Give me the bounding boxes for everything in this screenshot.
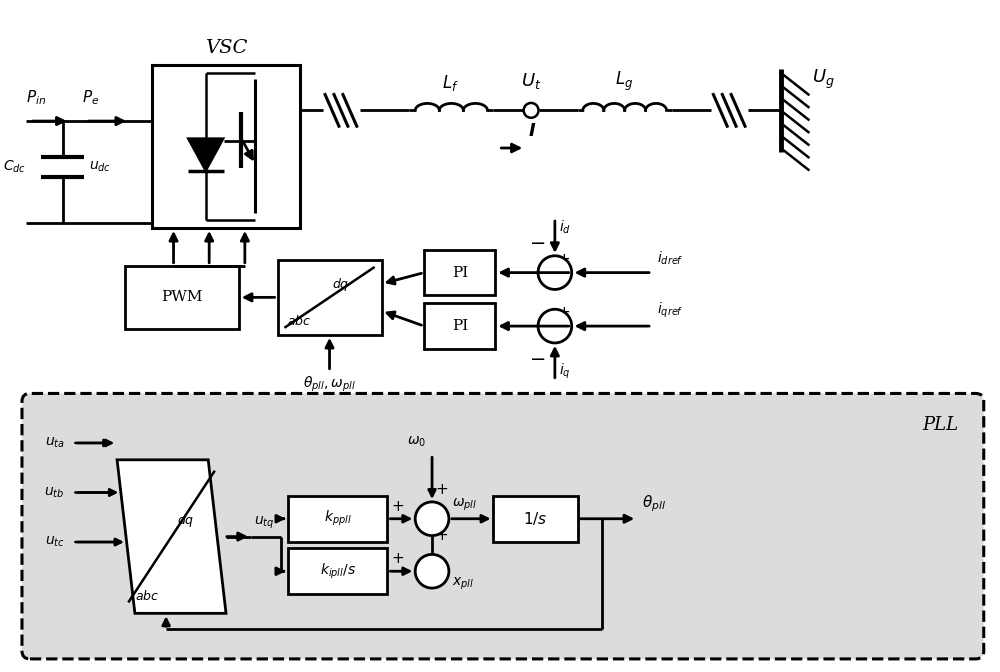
Circle shape (415, 502, 449, 536)
Bar (424, 250, 495, 296)
Text: $P_{in}$: $P_{in}$ (26, 89, 46, 108)
Text: $+$: $+$ (557, 305, 570, 320)
Text: $+$: $+$ (435, 482, 448, 497)
Text: $P_e$: $P_e$ (82, 89, 100, 108)
Text: $u_{tq}$: $u_{tq}$ (254, 514, 274, 531)
Text: $-$: $-$ (529, 348, 545, 367)
Text: $+$: $+$ (435, 528, 448, 543)
Text: $k_{ppll}$: $k_{ppll}$ (324, 509, 352, 528)
Text: $\omega_{pll}$: $\omega_{pll}$ (452, 497, 477, 513)
Text: $+$: $+$ (391, 499, 405, 514)
Text: $u_{tc}$: $u_{tc}$ (45, 535, 65, 549)
Text: $abc$: $abc$ (287, 314, 312, 328)
Bar (152, 65, 300, 228)
Text: $1/s$: $1/s$ (523, 510, 548, 528)
Text: $u_{dc}$: $u_{dc}$ (89, 160, 112, 174)
Text: $i_{dref}$: $i_{dref}$ (657, 249, 684, 267)
Text: $dq$: $dq$ (177, 512, 194, 529)
Polygon shape (188, 138, 224, 171)
Polygon shape (117, 460, 226, 614)
Text: PLL: PLL (922, 416, 958, 434)
Text: PI: PI (452, 319, 468, 333)
Text: $u_{tb}$: $u_{tb}$ (44, 485, 65, 500)
FancyBboxPatch shape (22, 393, 984, 659)
Text: $C_{dc}$: $C_{dc}$ (3, 159, 26, 175)
Text: $k_{ipll}/s$: $k_{ipll}/s$ (320, 562, 356, 581)
Circle shape (524, 103, 539, 118)
Text: $-$: $-$ (529, 232, 545, 251)
Text: PWM: PWM (161, 290, 203, 304)
Bar (125, 265, 239, 329)
Text: VSC: VSC (205, 39, 247, 56)
Text: PI: PI (452, 265, 468, 280)
Text: $abc$: $abc$ (135, 589, 159, 603)
Text: $+$: $+$ (391, 551, 405, 566)
Bar (288, 496, 387, 542)
Text: $+$: $+$ (557, 252, 570, 267)
Text: $i_{qref}$: $i_{qref}$ (657, 301, 684, 320)
Text: $dq$: $dq$ (332, 276, 349, 294)
Text: $\boldsymbol{U_g}$: $\boldsymbol{U_g}$ (812, 67, 835, 91)
Bar (493, 496, 578, 542)
Text: $i_d$: $i_d$ (559, 218, 571, 235)
Text: $\theta_{pll}$: $\theta_{pll}$ (642, 493, 666, 514)
Text: $\boldsymbol{U_t}$: $\boldsymbol{U_t}$ (521, 71, 541, 91)
Text: $i_q$: $i_q$ (559, 362, 571, 380)
Text: $u_{ta}$: $u_{ta}$ (45, 435, 65, 450)
Text: $L_f$: $L_f$ (442, 73, 459, 93)
Bar (278, 260, 382, 335)
Text: $\omega_0$: $\omega_0$ (407, 435, 426, 450)
Circle shape (538, 256, 572, 290)
Bar (424, 303, 495, 349)
Text: $\boldsymbol{I}$: $\boldsymbol{I}$ (528, 122, 536, 140)
Text: $x_{pll}$: $x_{pll}$ (452, 575, 474, 591)
Text: $L_g$: $L_g$ (615, 69, 633, 93)
Text: $\theta_{pll},\omega_{pll}$: $\theta_{pll},\omega_{pll}$ (303, 374, 356, 394)
Bar (288, 548, 387, 594)
Circle shape (415, 554, 449, 588)
Circle shape (538, 309, 572, 343)
